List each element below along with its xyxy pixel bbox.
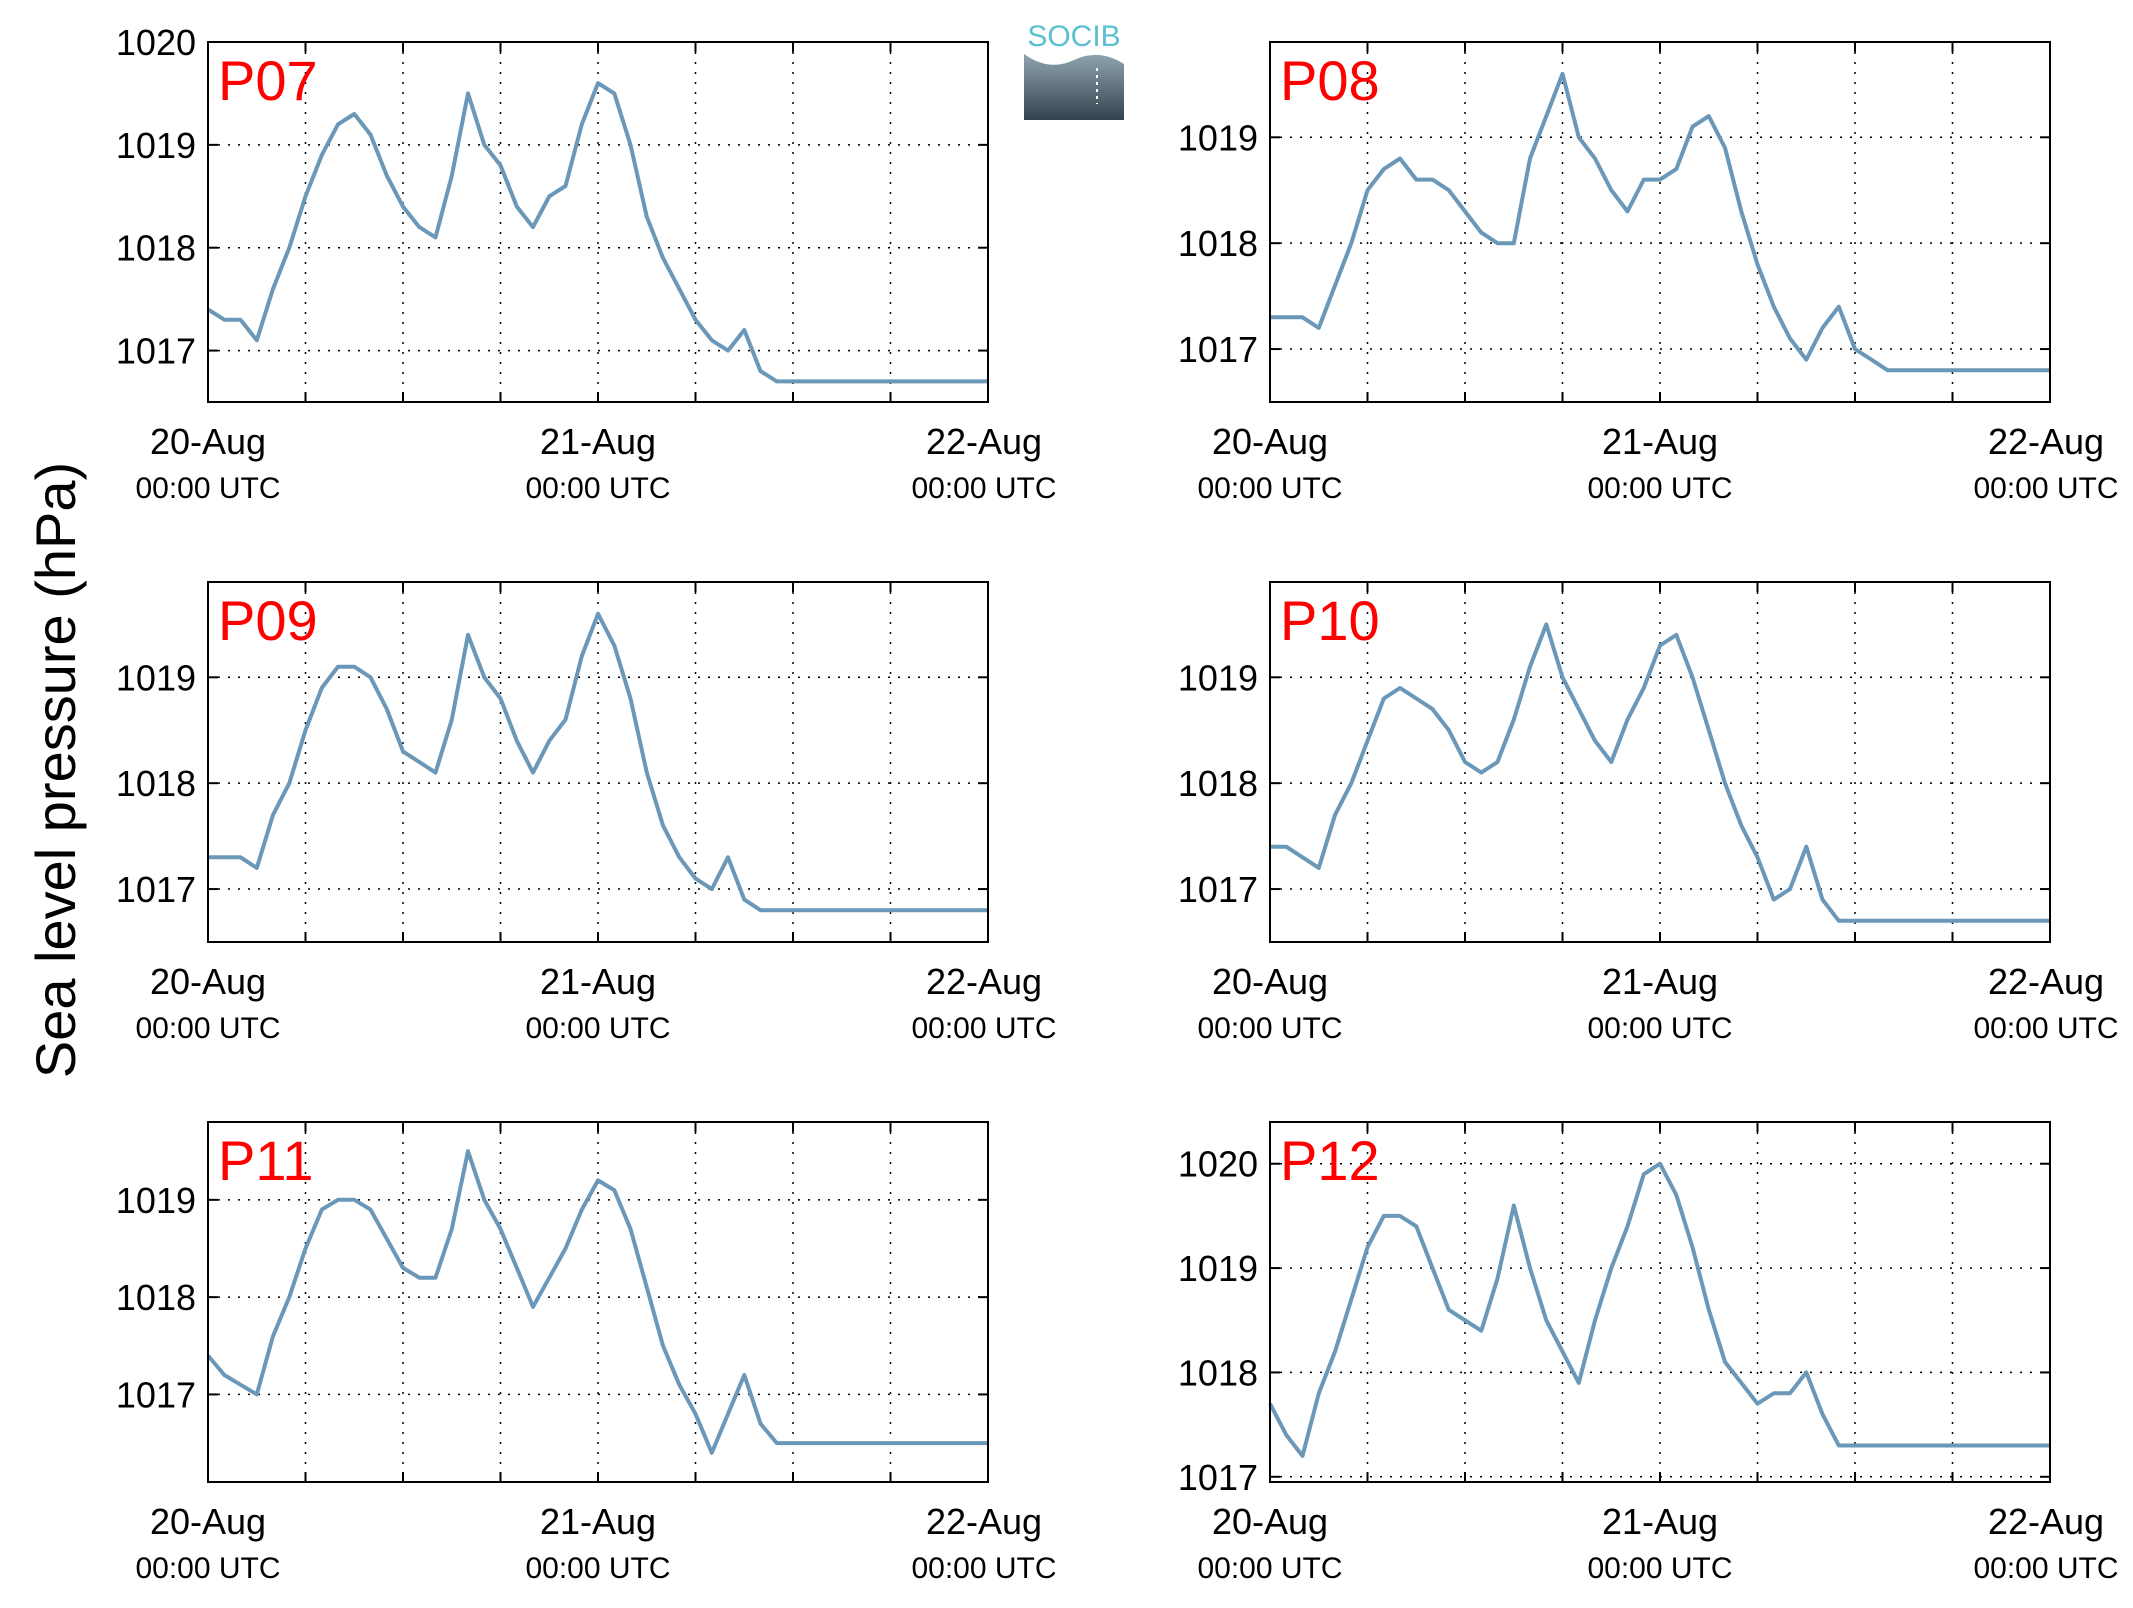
y-tick-label: 1018	[116, 763, 196, 804]
socib-logo: SOCIB	[1024, 20, 1124, 120]
pressure-series-line	[1270, 622, 2050, 923]
y-axis-label: Sea level pressure (hPa)	[24, 462, 87, 1078]
station-label: P11	[218, 1129, 313, 1192]
x-tick-label-time: 00:00 UTC	[1587, 1012, 1732, 1045]
y-tick-label: 1018	[1178, 1352, 1258, 1393]
x-tick-label-time: 00:00 UTC	[1197, 1552, 1342, 1585]
panel-p10: 1017 1018 1019 20-Aug 00:00 UTC 21-Aug 00:00 U…	[1178, 581, 2119, 1045]
pressure-series-line	[1270, 71, 2050, 373]
y-tick-label: 1019	[1178, 657, 1258, 698]
x-tick-label-day: 21-Aug	[540, 1501, 656, 1542]
x-tick-label-day: 21-Aug	[1602, 421, 1718, 462]
pressure-series-line	[206, 81, 988, 384]
x-tick-label-day: 21-Aug	[540, 421, 656, 462]
x-tick-label-time: 00:00 UTC	[525, 1012, 670, 1045]
x-tick-label-time: 00:00 UTC	[525, 1552, 670, 1585]
station-label: P12	[1280, 1129, 1380, 1192]
pressure-series-line	[1268, 1161, 2050, 1458]
x-tick-label-time: 00:00 UTC	[135, 1012, 280, 1045]
x-tick-label-day: 22-Aug	[926, 1501, 1042, 1542]
station-label: P09	[218, 589, 318, 652]
x-tick-label-time: 00:00 UTC	[1973, 1552, 2118, 1585]
x-tick-label-time: 00:00 UTC	[1973, 472, 2118, 505]
x-tick-label-day: 22-Aug	[926, 421, 1042, 462]
y-tick-label: 1019	[1178, 1248, 1258, 1289]
x-tick-label-day: 21-Aug	[540, 961, 656, 1002]
x-tick-label-day: 22-Aug	[926, 961, 1042, 1002]
station-label: P10	[1280, 589, 1380, 652]
panel-p11: 1017 1018 1019 20-Aug 00:00 UTC 21-Aug 00:00 U…	[116, 1121, 1057, 1585]
y-tick-label: 1020	[116, 22, 196, 63]
x-tick-label-time: 00:00 UTC	[1587, 472, 1732, 505]
y-tick-label: 1017	[116, 1374, 196, 1415]
x-tick-label-day: 21-Aug	[1602, 961, 1718, 1002]
x-tick-label-day: 21-Aug	[1602, 1501, 1718, 1542]
x-tick-label-day: 20-Aug	[1212, 421, 1328, 462]
station-label: P07	[218, 49, 318, 112]
x-tick-label-day: 22-Aug	[1988, 421, 2104, 462]
x-tick-label-time: 00:00 UTC	[1197, 472, 1342, 505]
x-tick-label-time: 00:00 UTC	[525, 472, 670, 505]
logo-text: SOCIB	[1027, 20, 1120, 53]
panel-p12: 1017 1018 1019 1020 20-Aug 00:00 UTC 21-Aug 00:…	[1178, 1121, 2119, 1585]
panel-p07: 1017 1018 1019 1020 20-Aug 00:00 UTC 21-Aug 00:…	[116, 22, 1057, 505]
y-tick-label: 1017	[116, 869, 196, 910]
x-tick-label-day: 20-Aug	[150, 1501, 266, 1542]
y-tick-label: 1018	[116, 1277, 196, 1318]
y-tick-label: 1017	[1178, 869, 1258, 910]
y-tick-label: 1018	[1178, 763, 1258, 804]
y-tick-label: 1018	[1178, 223, 1258, 264]
y-tick-label: 1017	[1178, 329, 1258, 370]
x-tick-label-day: 20-Aug	[150, 421, 266, 462]
panel-p08: 1017 1018 1019 20-Aug 00:00 UTC 21-Aug 00:00 U…	[1178, 41, 2119, 505]
y-tick-label: 1017	[1178, 1457, 1258, 1498]
y-tick-label: 1019	[1178, 117, 1258, 158]
y-tick-label: 1018	[116, 228, 196, 269]
y-tick-label: 1020	[1178, 1144, 1258, 1185]
y-tick-label: 1017	[116, 331, 196, 372]
y-tick-label: 1019	[116, 1180, 196, 1221]
y-tick-label: 1019	[116, 657, 196, 698]
x-tick-label-time: 00:00 UTC	[1973, 1012, 2118, 1045]
x-tick-label-time: 00:00 UTC	[911, 1552, 1056, 1585]
x-tick-label-day: 20-Aug	[1212, 1501, 1328, 1542]
x-tick-label-day: 22-Aug	[1988, 961, 2104, 1002]
x-tick-label-time: 00:00 UTC	[1197, 1012, 1342, 1045]
station-label: P08	[1280, 49, 1380, 112]
x-tick-label-day: 20-Aug	[1212, 961, 1328, 1002]
panel-p09: 1017 1018 1019 20-Aug 00:00 UTC 21-Aug 00:00 U…	[116, 581, 1057, 1045]
x-tick-label-time: 00:00 UTC	[911, 1012, 1056, 1045]
pressure-series-line	[208, 611, 988, 913]
x-tick-label-day: 20-Aug	[150, 961, 266, 1002]
x-tick-label-time: 00:00 UTC	[1587, 1552, 1732, 1585]
pressure-series-line	[206, 1149, 988, 1455]
x-tick-label-time: 00:00 UTC	[135, 1552, 280, 1585]
y-tick-label: 1019	[116, 125, 196, 166]
x-tick-label-day: 22-Aug	[1988, 1501, 2104, 1542]
x-tick-label-time: 00:00 UTC	[135, 472, 280, 505]
x-tick-label-time: 00:00 UTC	[911, 472, 1056, 505]
